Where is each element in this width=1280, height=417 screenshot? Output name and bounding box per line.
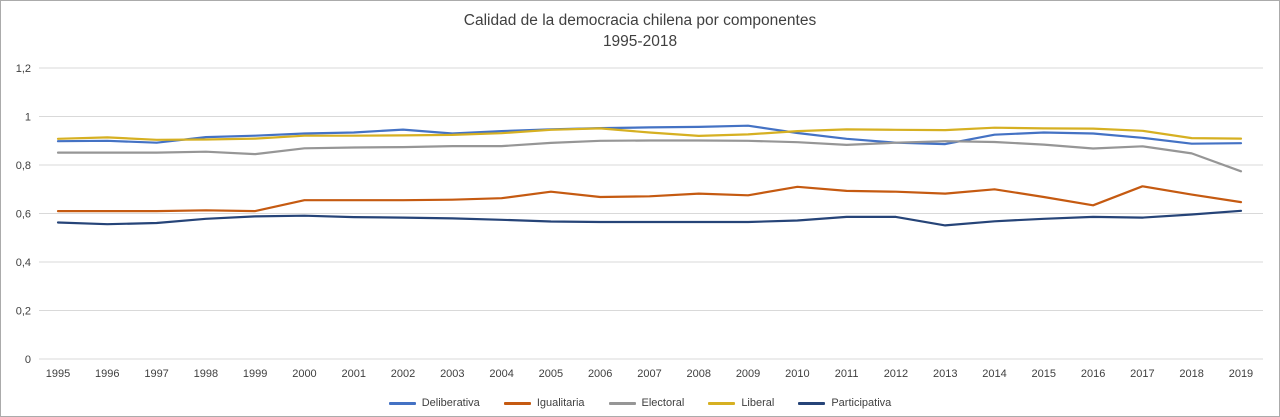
x-axis-tick-label: 1995 (46, 368, 70, 380)
legend-label: Igualitaria (536, 397, 585, 409)
x-axis-tick-label: 2015 (1032, 368, 1056, 380)
x-axis-tick-label: 2003 (440, 368, 464, 380)
legend-swatch (708, 401, 736, 405)
legend-label: Participativa (831, 397, 892, 409)
x-axis-tick-label: 2004 (489, 368, 513, 380)
x-axis-tick-label: 2012 (884, 368, 908, 380)
legend-swatch (388, 401, 416, 405)
x-axis-tick-label: 2013 (933, 368, 957, 380)
x-axis-tick-label: 1997 (144, 368, 168, 380)
y-axis-tick-label: 0,2 (16, 306, 31, 318)
legend-label: Electoral (641, 397, 685, 409)
legend-item-electoral: Electoral (608, 397, 685, 409)
x-axis-tick-label: 2014 (982, 368, 1006, 380)
y-axis-tick-label: 0,8 (16, 160, 31, 172)
x-axis-tick-label: 1998 (194, 368, 218, 380)
x-axis-tick-label: 2016 (1081, 368, 1105, 380)
x-axis-tick-label: 2005 (539, 368, 563, 380)
y-axis-tick-label: 1,2 (16, 63, 31, 75)
x-axis-tick-label: 1996 (95, 368, 119, 380)
series-line-electoral (56, 139, 1243, 173)
series-line-participativa (56, 209, 1243, 227)
legend-item-participativa: Participativa (798, 397, 891, 409)
legend-item-deliberativa: Deliberativa (388, 397, 480, 409)
x-axis-tick-label: 2018 (1179, 368, 1203, 380)
x-axis-tick-label: 2006 (588, 368, 612, 380)
x-axis-tick-label: 2019 (1229, 368, 1253, 380)
legend-label: Deliberativa (421, 397, 480, 409)
x-axis-tick-label: 1999 (243, 368, 267, 380)
y-axis-tick-label: 1 (25, 112, 31, 124)
legend-swatch (608, 401, 636, 405)
series-line-igualitaria (56, 185, 1243, 213)
legend: Deliberativa Igualitaria Electoral Liberal P… (1, 397, 1279, 409)
x-axis-tick-label: 2000 (292, 368, 316, 380)
x-axis-tick-label: 2009 (736, 368, 760, 380)
y-axis-tick-label: 0,6 (16, 209, 31, 221)
chart-title: Calidad de la democracia chilena por com… (463, 12, 817, 29)
chart-subtitle: 1995-2018 (602, 33, 678, 50)
x-axis-tick-label: 2010 (785, 368, 809, 380)
x-axis-tick-label: 2001 (341, 368, 365, 380)
x-axis-tick-label: 2017 (1130, 368, 1154, 380)
legend-label: Liberal (741, 397, 775, 409)
x-axis-tick-label: 2008 (687, 368, 711, 380)
series-line-liberal (56, 126, 1243, 141)
x-axis-tick-label: 2007 (637, 368, 661, 380)
legend-item-igualitaria: Igualitaria (503, 397, 585, 409)
chart-title-block: Calidad de la democracia chilena por com… (1, 10, 1279, 52)
legend-swatch (798, 401, 826, 405)
legend-item-liberal: Liberal (708, 397, 774, 409)
x-axis-tick-label: 2011 (835, 368, 859, 380)
legend-swatch (503, 401, 531, 405)
y-axis-tick-label: 0,4 (16, 257, 31, 269)
x-axis-tick-label: 2002 (391, 368, 415, 380)
series-line-deliberativa (56, 124, 1243, 146)
y-axis-tick-label: 0 (25, 354, 31, 366)
